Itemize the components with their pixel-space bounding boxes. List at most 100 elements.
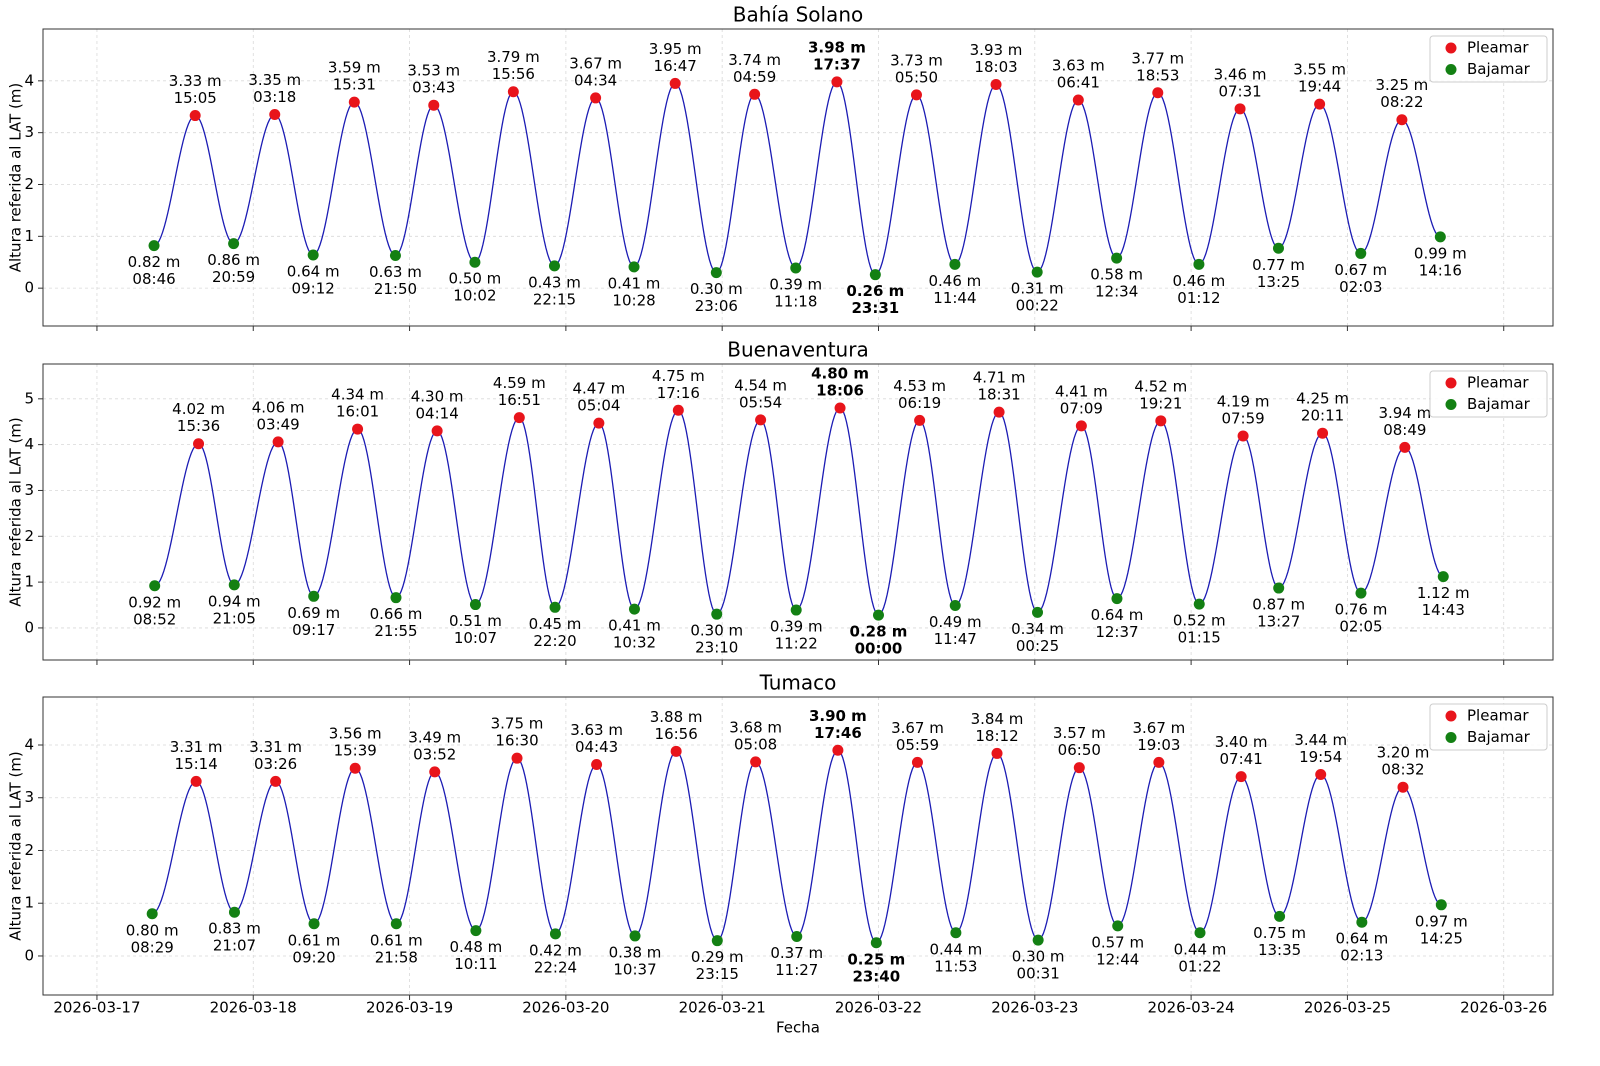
x-tick-label: 2026-03-26 xyxy=(1460,999,1547,1017)
x-tick-label: 2026-03-23 xyxy=(991,999,1078,1017)
time-label: 09:20 xyxy=(292,948,335,966)
legend-marker xyxy=(1445,710,1457,722)
high-tide-point xyxy=(911,756,923,768)
value-label: 3.55 m xyxy=(1293,61,1346,79)
low-tide-point xyxy=(390,592,402,604)
low-tide-point xyxy=(1356,916,1368,928)
value-label: 0.49 m xyxy=(929,613,982,631)
time-label: 17:46 xyxy=(814,724,862,742)
time-label: 00:22 xyxy=(1016,297,1059,315)
x-tick-label: 2026-03-25 xyxy=(1304,999,1391,1017)
high-tide-point xyxy=(1155,415,1167,427)
value-label: 0.67 m xyxy=(1334,261,1387,279)
value-label: 4.25 m xyxy=(1296,390,1349,408)
low-tide-point xyxy=(549,601,561,613)
y-tick-label: 2 xyxy=(24,175,34,193)
time-label: 19:21 xyxy=(1139,394,1182,412)
plot-frame xyxy=(42,28,1554,327)
legend-label: Pleamar xyxy=(1467,374,1529,392)
time-label: 04:34 xyxy=(574,71,617,89)
high-tide-point xyxy=(1314,98,1326,110)
y-tick-label: 5 xyxy=(24,389,34,407)
time-label: 11:53 xyxy=(934,957,977,975)
value-label: 0.30 m xyxy=(1012,948,1065,966)
high-tide-point xyxy=(1152,87,1164,99)
legend-marker xyxy=(1445,64,1457,75)
time-label: 11:44 xyxy=(933,289,976,307)
time-label: 17:37 xyxy=(813,55,861,73)
legend-label: Pleamar xyxy=(1467,707,1529,725)
low-tide-point xyxy=(1111,593,1123,605)
time-label: 03:49 xyxy=(256,415,299,433)
value-label: 0.77 m xyxy=(1252,256,1305,274)
high-tide-point xyxy=(429,766,441,778)
value-label: 0.75 m xyxy=(1253,924,1306,942)
chart-title: Tumaco xyxy=(759,671,837,695)
value-label: 4.54 m xyxy=(734,376,787,394)
time-label: 23:06 xyxy=(695,297,738,315)
time-label: 16:01 xyxy=(336,403,379,421)
time-label: 03:43 xyxy=(412,79,455,97)
high-tide-point xyxy=(1399,441,1411,453)
value-label: 0.64 m xyxy=(1091,606,1144,624)
value-label: 0.92 m xyxy=(128,593,181,611)
value-label: 3.94 m xyxy=(1378,404,1431,422)
legend-marker xyxy=(1445,42,1457,54)
time-label: 10:02 xyxy=(453,287,496,305)
high-tide-point xyxy=(749,88,761,100)
time-label: 15:39 xyxy=(334,742,377,760)
value-label: 0.42 m xyxy=(529,941,582,959)
high-tide-point xyxy=(1237,430,1249,442)
y-tick-label: 3 xyxy=(24,481,34,499)
value-label: 3.75 m xyxy=(491,715,544,733)
high-tide-point xyxy=(1153,756,1165,768)
low-tide-point xyxy=(469,256,481,268)
low-tide-point xyxy=(308,590,320,602)
low-tide-point xyxy=(1434,231,1446,243)
low-tide-point xyxy=(628,603,640,615)
low-tide-point xyxy=(1273,582,1285,594)
value-label: 3.31 m xyxy=(170,738,223,756)
time-label: 04:59 xyxy=(733,68,776,86)
value-label: 0.26 m xyxy=(846,282,904,300)
high-tide-point xyxy=(750,756,762,768)
time-label: 15:56 xyxy=(492,65,535,83)
time-label: 11:27 xyxy=(775,961,818,979)
x-tick-label: 2026-03-17 xyxy=(53,999,140,1017)
legend-box xyxy=(1429,370,1548,418)
time-label: 09:12 xyxy=(292,279,335,297)
low-tide-point xyxy=(1437,571,1449,583)
time-label: 05:54 xyxy=(739,393,782,411)
time-label: 16:30 xyxy=(495,732,538,750)
value-label: 0.39 m xyxy=(769,275,822,293)
value-label: 4.30 m xyxy=(411,387,464,405)
value-label: 3.67 m xyxy=(569,54,622,72)
value-label: 0.58 m xyxy=(1090,266,1143,284)
value-label: 0.28 m xyxy=(850,623,908,641)
time-label: 00:25 xyxy=(1016,637,1059,655)
time-label: 09:17 xyxy=(292,621,335,639)
value-label: 0.41 m xyxy=(608,274,661,292)
value-label: 0.46 m xyxy=(1173,272,1226,290)
high-tide-point xyxy=(507,86,519,98)
high-tide-point xyxy=(914,414,926,426)
plot-frame xyxy=(42,363,1554,661)
time-label: 02:13 xyxy=(1340,947,1383,965)
value-label: 0.82 m xyxy=(128,253,181,271)
time-label: 15:36 xyxy=(177,417,220,435)
time-label: 10:32 xyxy=(613,634,656,652)
y-tick-label: 1 xyxy=(24,227,34,245)
value-label: 0.25 m xyxy=(847,950,905,968)
high-tide-point xyxy=(190,775,202,787)
value-label: 3.67 m xyxy=(1132,719,1185,737)
time-label: 02:03 xyxy=(1339,278,1382,296)
time-label: 06:50 xyxy=(1058,741,1101,759)
value-label: 0.30 m xyxy=(690,280,743,298)
x-tick-label: 2026-03-22 xyxy=(835,999,922,1017)
value-label: 0.34 m xyxy=(1011,620,1064,638)
value-label: 0.45 m xyxy=(529,615,582,633)
time-label: 05:08 xyxy=(734,735,777,753)
low-tide-point xyxy=(1193,258,1205,270)
value-label: 0.83 m xyxy=(208,920,261,938)
low-tide-point xyxy=(711,935,723,947)
